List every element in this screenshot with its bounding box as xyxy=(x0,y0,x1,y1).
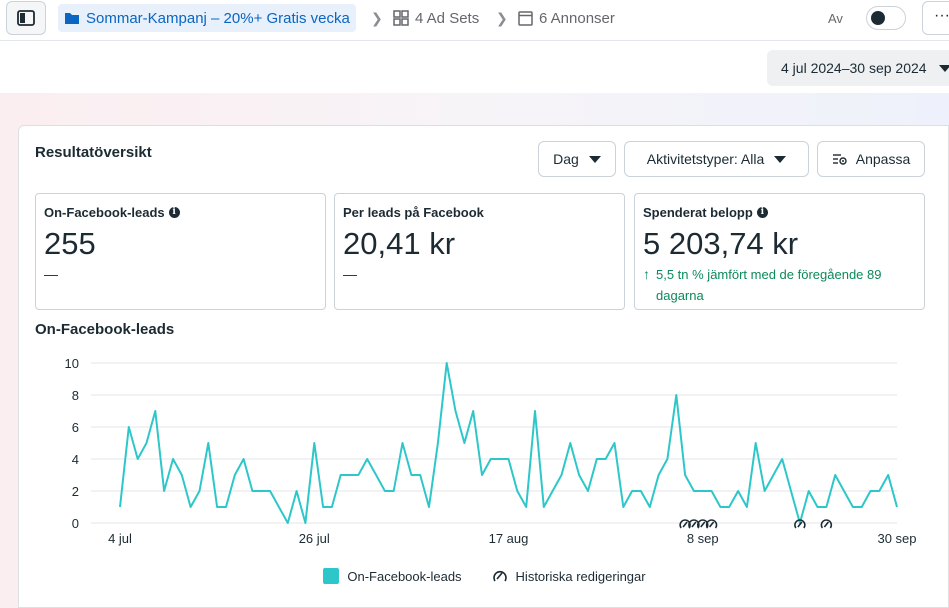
breadcrumb-campaign[interactable]: Sommar-Kampanj – 20%+ Gratis vecka xyxy=(58,4,356,32)
campaign-name: Sommar-Kampanj – 20%+ Gratis vecka xyxy=(86,9,350,27)
x-tick-label: 17 aug xyxy=(489,531,529,546)
metric-label-row: Spenderat belopp i xyxy=(643,205,768,220)
x-tick-label: 30 sep xyxy=(877,531,916,546)
breadcrumb-ads[interactable]: 6 Annonser xyxy=(518,4,615,32)
legend-item-leads[interactable]: On-Facebook-leads xyxy=(323,566,462,586)
y-tick-label: 6 xyxy=(72,420,79,435)
more-options-button[interactable]: ··· xyxy=(922,1,949,35)
adsets-label: 4 Ad Sets xyxy=(415,9,480,27)
metric-amount-spent[interactable]: Spenderat belopp i 5 203,74 kr ↑ 5,5 tn … xyxy=(634,193,925,310)
history-edit-marker[interactable] xyxy=(794,519,806,529)
history-edit-marker[interactable] xyxy=(688,519,700,529)
history-edit-marker[interactable] xyxy=(705,519,718,529)
metric-change: — xyxy=(44,266,58,282)
metric-label-row: Per leads på Facebook xyxy=(343,205,484,220)
info-icon[interactable]: i xyxy=(168,207,180,218)
info-icon[interactable]: i xyxy=(756,207,768,218)
history-edit-icon xyxy=(705,519,718,529)
legend-item-history[interactable]: Historiska redigeringar xyxy=(492,566,646,586)
chart-legend: On-Facebook-leads Historiska redigeringa… xyxy=(19,566,949,586)
history-edit-needle xyxy=(797,521,803,528)
chevron-right-icon: ❯ xyxy=(496,10,508,26)
card-title: Resultatöversikt xyxy=(35,144,152,161)
metric-value: 20,41 kr xyxy=(343,226,456,261)
legend-swatch xyxy=(323,568,340,584)
caret-down-icon xyxy=(938,64,949,72)
metric-value: 255 xyxy=(44,226,96,261)
customize-button[interactable]: Anpassa xyxy=(817,141,925,177)
history-edit-marker[interactable] xyxy=(696,519,709,529)
customize-label: Anpassa xyxy=(855,151,911,167)
legend-label: On-Facebook-leads xyxy=(347,568,462,584)
metric-label: Spenderat belopp xyxy=(643,205,753,220)
history-edit-marker[interactable] xyxy=(679,519,691,529)
metric-label: On-Facebook-leads xyxy=(44,205,165,220)
chevron-right-icon: ❯ xyxy=(371,10,383,26)
metric-label: Per leads på Facebook xyxy=(343,205,484,220)
y-tick-label: 8 xyxy=(72,388,79,403)
folder-icon xyxy=(65,13,79,24)
toggle-label: Av xyxy=(828,11,843,26)
arrow-up-icon: ↑ xyxy=(643,266,650,282)
sidebar-icon xyxy=(17,10,35,26)
history-edit-icon xyxy=(688,519,700,529)
x-tick-label: 8 sep xyxy=(687,531,719,546)
legend-label: Historiska redigeringar xyxy=(515,568,646,584)
history-edit-needle xyxy=(700,521,706,528)
ads-label: 6 Annonser xyxy=(539,9,615,27)
leads-line-chart[interactable]: 0 2 4 6 8 10 4 jul 26 jul 17 aug 8 sep 30 sep xyxy=(19,338,949,568)
breadcrumb-adsets[interactable]: 4 Ad Sets xyxy=(393,4,479,32)
history-edit-icon xyxy=(696,519,709,529)
y-tick-label: 4 xyxy=(72,452,79,467)
toggle-knob xyxy=(871,11,885,25)
y-tick-label: 0 xyxy=(72,516,79,531)
date-range-button[interactable]: 4 jul 2024–30 sep 2024 xyxy=(767,50,949,86)
x-tick-label: 26 jul xyxy=(299,531,330,546)
history-edit-needle xyxy=(682,521,688,528)
caret-down-icon xyxy=(774,155,787,163)
date-bar: 4 jul 2024–30 sep 2024 xyxy=(0,41,949,93)
chart-title: On-Facebook-leads xyxy=(35,321,175,338)
period-dropdown[interactable]: Dag xyxy=(538,141,616,177)
metric-comparison: ↑ 5,5 tn % jämfört med de föregående 89 … xyxy=(643,264,918,306)
history-edit-needle xyxy=(691,521,697,528)
metric-value: 5 203,74 kr xyxy=(643,226,799,261)
period-label: Dag xyxy=(553,151,579,167)
history-edit-icon xyxy=(794,519,806,529)
history-edit-needle xyxy=(708,521,715,528)
metric-change: — xyxy=(343,266,357,282)
activity-type-label: Aktivitetstyper: Alla xyxy=(646,151,765,167)
metric-change: 5,5 tn % jämfört med de föregående 89 da… xyxy=(656,267,882,303)
results-overview-card: Resultatöversikt Dag Aktivitetstyper: Al… xyxy=(18,125,949,608)
history-edit-icon xyxy=(820,519,833,529)
date-range-label: 4 jul 2024–30 sep 2024 xyxy=(781,60,927,76)
y-tick-label: 10 xyxy=(65,356,79,371)
metric-label-row: On-Facebook-leads i xyxy=(44,205,180,220)
activity-type-dropdown[interactable]: Aktivitetstyper: Alla xyxy=(624,141,809,177)
metric-cost-per-lead[interactable]: Per leads på Facebook 20,41 kr — xyxy=(334,193,625,310)
history-edit-icon xyxy=(492,570,507,582)
history-edit-marker[interactable] xyxy=(820,519,833,529)
customize-icon xyxy=(832,154,847,165)
history-edit-needle xyxy=(823,521,829,528)
top-bar: Sommar-Kampanj – 20%+ Gratis vecka ❯ 4 A… xyxy=(0,0,949,41)
ad-icon xyxy=(518,10,533,26)
campaign-status-toggle[interactable] xyxy=(866,6,906,30)
y-tick-label: 2 xyxy=(72,484,79,499)
series-line-leads xyxy=(119,362,898,524)
sidebar-toggle-button[interactable] xyxy=(6,1,46,35)
history-edit-icon xyxy=(679,519,691,529)
metric-leads[interactable]: On-Facebook-leads i 255 — xyxy=(35,193,326,310)
caret-down-icon xyxy=(588,155,601,163)
x-tick-label: 4 jul xyxy=(108,531,132,546)
grid-icon xyxy=(393,10,409,26)
